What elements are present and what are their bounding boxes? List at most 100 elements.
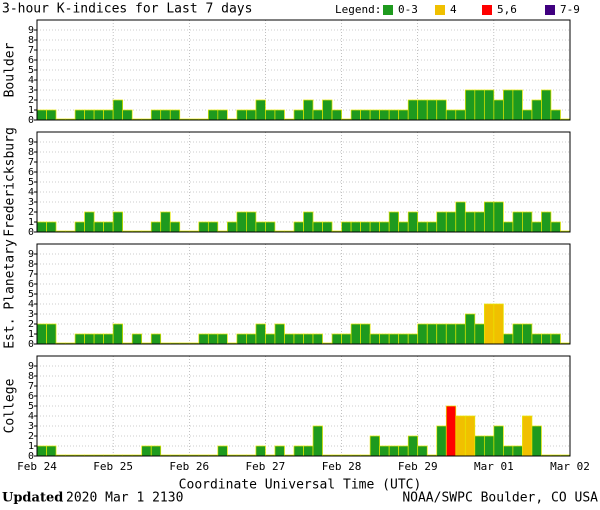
bar	[274, 323, 285, 345]
bar	[303, 333, 314, 345]
bar	[493, 303, 504, 345]
updated-label: Updated	[2, 491, 63, 506]
bar	[103, 333, 114, 345]
bar	[522, 211, 533, 233]
bar	[417, 323, 428, 345]
bar	[426, 323, 438, 345]
bar	[445, 211, 457, 233]
y-tick-label: 2	[28, 431, 34, 442]
y-tick-label: 0	[28, 115, 34, 126]
bar	[322, 99, 333, 121]
bar	[522, 109, 533, 121]
bar	[388, 109, 400, 121]
y-tick-label: 3	[28, 85, 34, 96]
bar	[331, 109, 342, 121]
bar	[103, 109, 114, 121]
bar	[265, 109, 276, 121]
bar	[207, 109, 219, 121]
bar	[474, 89, 485, 121]
bar	[369, 435, 380, 457]
bar	[150, 445, 162, 457]
bar	[379, 445, 390, 457]
bar	[303, 445, 314, 457]
y-tick-label: 2	[28, 95, 34, 106]
bar	[550, 333, 561, 345]
y-tick-label: 5	[28, 289, 34, 300]
bar	[464, 415, 476, 457]
bar	[112, 211, 124, 233]
bar	[312, 109, 323, 121]
y-tick-label: 3	[28, 309, 34, 320]
bar	[398, 333, 409, 345]
bar	[493, 201, 504, 233]
bar	[350, 323, 361, 345]
bar	[464, 313, 476, 345]
credit: NOAA/SWPC Boulder, CO USA	[402, 491, 598, 506]
bar	[227, 221, 238, 233]
bar	[445, 323, 457, 345]
y-tick-label: 6	[28, 279, 34, 290]
bar	[322, 221, 333, 233]
bar	[483, 201, 495, 233]
bar	[169, 109, 181, 121]
bar	[531, 425, 542, 457]
bar	[84, 333, 95, 345]
legend-text: 7-9	[560, 3, 580, 16]
y-tick-label: 7	[28, 269, 34, 280]
bar	[150, 109, 162, 121]
bar	[246, 211, 257, 233]
y-tick-label: 5	[28, 177, 34, 188]
legend-swatch	[545, 5, 555, 15]
bar	[160, 109, 171, 121]
y-tick-label: 7	[28, 381, 34, 392]
bar	[426, 99, 438, 121]
bar	[312, 221, 323, 233]
bar	[207, 221, 219, 233]
x-tick-label: Mar 01	[474, 460, 514, 473]
bar	[531, 99, 542, 121]
bar	[493, 425, 504, 457]
bar	[46, 445, 57, 457]
bar	[417, 221, 428, 233]
bar	[74, 333, 85, 345]
bar	[436, 211, 447, 233]
bar	[455, 201, 466, 233]
bar	[379, 333, 390, 345]
y-tick-label: 9	[28, 137, 34, 148]
bar	[274, 109, 285, 121]
bar	[265, 221, 276, 233]
bar	[512, 445, 523, 457]
y-tick-label: 5	[28, 401, 34, 412]
bar	[217, 445, 228, 457]
bar	[112, 323, 124, 345]
bar	[350, 109, 361, 121]
bar	[36, 323, 47, 345]
y-tick-label: 4	[28, 411, 34, 422]
bar	[255, 99, 266, 121]
y-tick-label: 8	[28, 35, 34, 46]
bar	[541, 211, 552, 233]
bar	[293, 445, 304, 457]
bar	[455, 323, 466, 345]
y-tick-label: 9	[28, 361, 34, 372]
bar	[407, 435, 419, 457]
bar	[293, 333, 304, 345]
bar	[493, 99, 504, 121]
y-tick-label: 6	[28, 391, 34, 402]
legend-swatch	[435, 5, 445, 15]
bar	[388, 445, 400, 457]
y-tick-label: 8	[28, 147, 34, 158]
bar	[112, 99, 124, 121]
bar	[84, 109, 95, 121]
bar	[236, 109, 247, 121]
bar	[103, 221, 114, 233]
bar	[379, 109, 390, 121]
bar	[360, 221, 371, 233]
y-tick-label: 4	[28, 75, 34, 86]
bar	[522, 323, 533, 345]
bar	[74, 109, 85, 121]
y-tick-label: 4	[28, 299, 34, 310]
bar	[483, 303, 495, 345]
y-tick-label: 2	[28, 207, 34, 218]
